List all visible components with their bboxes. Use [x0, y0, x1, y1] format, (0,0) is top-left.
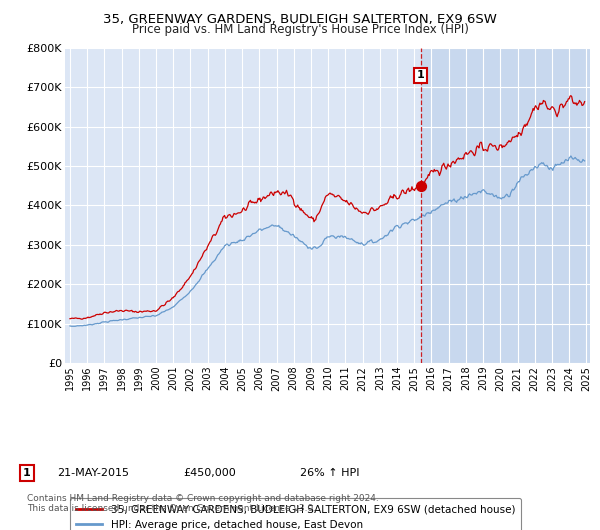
Text: Contains HM Land Registry data © Crown copyright and database right 2024.: Contains HM Land Registry data © Crown c…: [27, 494, 379, 502]
Bar: [421, 48, 590, 363]
Text: £450,000: £450,000: [183, 468, 236, 478]
Text: 35, GREENWAY GARDENS, BUDLEIGH SALTERTON, EX9 6SW: 35, GREENWAY GARDENS, BUDLEIGH SALTERTON…: [103, 13, 497, 26]
Point: [416, 181, 425, 190]
Legend: 35, GREENWAY GARDENS, BUDLEIGH SALTERTON, EX9 6SW (detached house), HPI: Average: 35, GREENWAY GARDENS, BUDLEIGH SALTERTON…: [70, 498, 521, 530]
Text: 21-MAY-2015: 21-MAY-2015: [57, 468, 129, 478]
Text: 1: 1: [417, 70, 425, 80]
Text: 26% ↑ HPI: 26% ↑ HPI: [300, 468, 359, 478]
Text: 1: 1: [23, 468, 31, 478]
Text: Price paid vs. HM Land Registry's House Price Index (HPI): Price paid vs. HM Land Registry's House …: [131, 23, 469, 37]
Text: This data is licensed under the Open Government Licence v3.0.: This data is licensed under the Open Gov…: [27, 505, 316, 513]
